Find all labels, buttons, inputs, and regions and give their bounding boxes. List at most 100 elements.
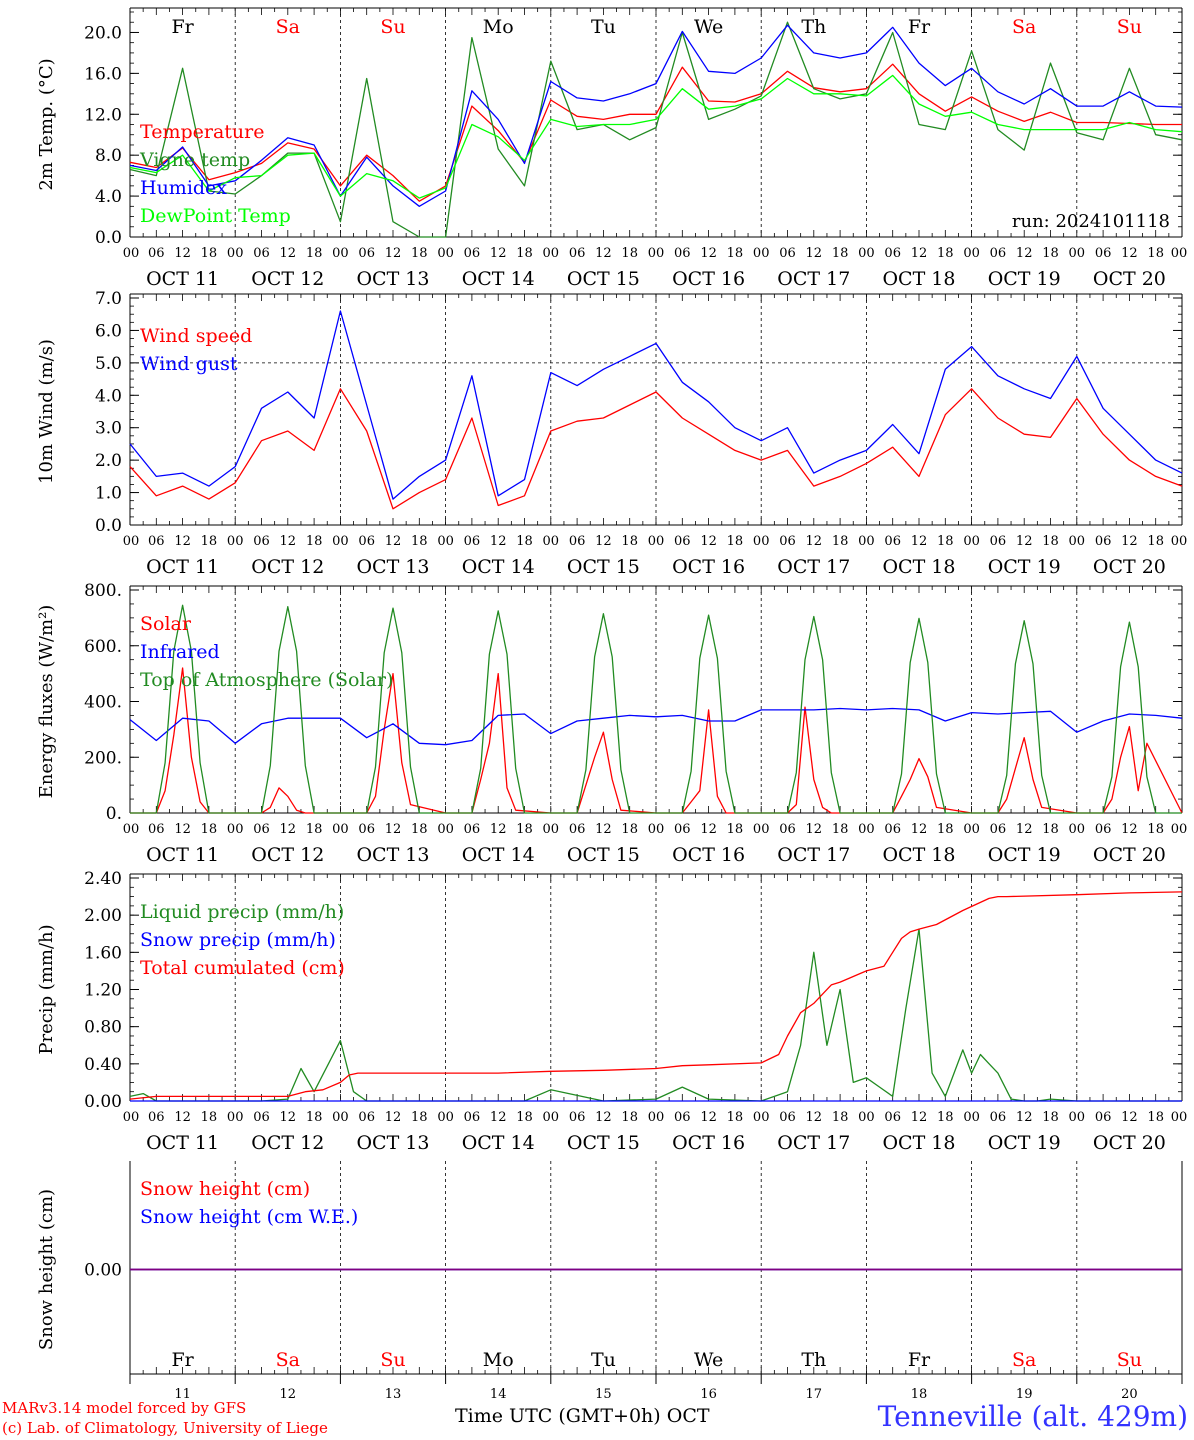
date-label: OCT 15 <box>567 1132 640 1154</box>
hour-label: 06 <box>569 822 586 837</box>
hour-label: 00 <box>437 822 454 837</box>
weekday-label-top: Su <box>1117 16 1142 38</box>
y-tick-label: 20.0 <box>84 23 122 43</box>
hour-label: 00 <box>1171 1110 1188 1125</box>
hour-label: 00 <box>332 1110 349 1125</box>
hour-label: 18 <box>1147 1110 1164 1125</box>
weekday-label-top: We <box>694 16 723 38</box>
date-label: OCT 19 <box>988 844 1061 866</box>
hour-label: 00 <box>858 822 875 837</box>
y-tick-label: 2.40 <box>84 869 122 889</box>
hour-label: 12 <box>806 534 823 549</box>
hour-label: 18 <box>1042 534 1059 549</box>
y-tick-label: 1.60 <box>84 943 122 963</box>
weekday-label-top: Mo <box>483 16 514 38</box>
hour-label: 00 <box>753 1110 770 1125</box>
series-line-top-of-atmosphere-solar- <box>130 604 1182 814</box>
hour-label: 00 <box>227 534 244 549</box>
hour-label: 12 <box>700 534 717 549</box>
hour-label: 00 <box>963 534 980 549</box>
date-label: OCT 16 <box>672 268 745 290</box>
y-axis-label: Energy fluxes (W/m²) <box>36 605 57 799</box>
hour-label: 00 <box>543 534 560 549</box>
y-tick-label: 4.0 <box>95 187 122 207</box>
hour-label: 18 <box>516 1110 533 1125</box>
date-label: OCT 18 <box>882 556 955 578</box>
date-label: OCT 12 <box>251 556 324 578</box>
day-number-label: 17 <box>806 1387 823 1402</box>
month-label: OCT <box>666 1405 710 1427</box>
hour-label: 06 <box>674 246 691 261</box>
date-label: OCT 17 <box>777 268 850 290</box>
hour-label: 12 <box>595 822 612 837</box>
hour-label: 18 <box>621 246 638 261</box>
hour-label: 12 <box>490 822 507 837</box>
hour-label: 00 <box>648 1110 665 1125</box>
date-label: OCT 14 <box>462 1132 535 1154</box>
hour-label: 12 <box>385 1110 402 1125</box>
hour-label: 12 <box>595 1110 612 1125</box>
chart-panel-2: 0.0 1.0 2.0 3.0 4.0 5.0 6.0 7.0 10m Wind (m/s) Wi… <box>36 289 1187 578</box>
date-label: OCT 19 <box>988 556 1061 578</box>
hour-label: 06 <box>779 822 796 837</box>
legend-entry: DewPoint Temp <box>140 205 291 227</box>
series-line-liquid-precip-mm-h- <box>129 928 1182 1102</box>
hour-label: 18 <box>411 1110 428 1125</box>
hour-label: 12 <box>174 1110 191 1125</box>
hour-label: 18 <box>516 822 533 837</box>
hour-label: 18 <box>621 534 638 549</box>
hour-label: 00 <box>963 246 980 261</box>
series-line-temperature <box>129 63 1182 202</box>
y-tick-label: 7.0 <box>95 289 122 309</box>
hour-label: 18 <box>1042 822 1059 837</box>
hour-label: 18 <box>727 534 744 549</box>
hour-label: 06 <box>990 822 1007 837</box>
hour-label: 06 <box>358 1110 375 1125</box>
hour-label: 00 <box>437 534 454 549</box>
hour-label: 18 <box>306 1110 323 1125</box>
hour-label: 12 <box>280 534 297 549</box>
hour-label: 00 <box>963 822 980 837</box>
date-label: OCT 20 <box>1093 268 1166 290</box>
weekday-label-bottom: Th <box>801 1349 826 1371</box>
chart-panel-3: 0. 200. 400. 600. 800. Energy fluxes (W/m²) So… <box>36 581 1187 866</box>
hour-label: 12 <box>385 822 402 837</box>
hour-label: 06 <box>358 534 375 549</box>
hour-label: 00 <box>963 1110 980 1125</box>
date-label: OCT 11 <box>146 1132 219 1154</box>
weekday-label-top: Sa <box>1012 16 1036 38</box>
series-line-humidex <box>129 24 1183 207</box>
y-tick-label: 3.0 <box>95 419 122 439</box>
hour-label: 18 <box>201 246 218 261</box>
y-tick-label: 2.00 <box>84 906 122 926</box>
x-axis-label: Time UTC (GMT+0h) <box>455 1405 661 1427</box>
hour-label: 18 <box>832 534 849 549</box>
y-tick-label: 0. <box>106 804 122 824</box>
hour-label: 18 <box>306 534 323 549</box>
date-label: OCT 17 <box>777 844 850 866</box>
y-tick-label: 0.0 <box>95 516 122 536</box>
weekday-label-bottom: Sa <box>276 1349 300 1371</box>
hour-label: 06 <box>1095 1110 1112 1125</box>
date-label: OCT 16 <box>672 1132 745 1154</box>
hour-label: 00 <box>753 822 770 837</box>
hour-label: 12 <box>1016 534 1033 549</box>
hour-label: 00 <box>648 534 665 549</box>
hour-label: 06 <box>253 246 270 261</box>
hour-label: 00 <box>123 246 140 261</box>
hour-label: 12 <box>490 534 507 549</box>
hour-label: 18 <box>832 1110 849 1125</box>
y-tick-label: 6.0 <box>95 321 122 341</box>
hour-label: 12 <box>385 246 402 261</box>
hour-label: 06 <box>148 246 165 261</box>
weekday-label-bottom: Sa <box>1012 1349 1036 1371</box>
hour-label: 06 <box>779 534 796 549</box>
date-label: OCT 11 <box>146 556 219 578</box>
hour-label: 12 <box>1016 246 1033 261</box>
hour-label: 12 <box>280 822 297 837</box>
y-tick-label: 1.0 <box>95 484 122 504</box>
credit-line-1: MARv3.14 model forced by GFS <box>2 1399 247 1417</box>
hour-label: 06 <box>569 534 586 549</box>
date-label: OCT 16 <box>672 844 745 866</box>
y-tick-label: 1.20 <box>84 981 122 1001</box>
